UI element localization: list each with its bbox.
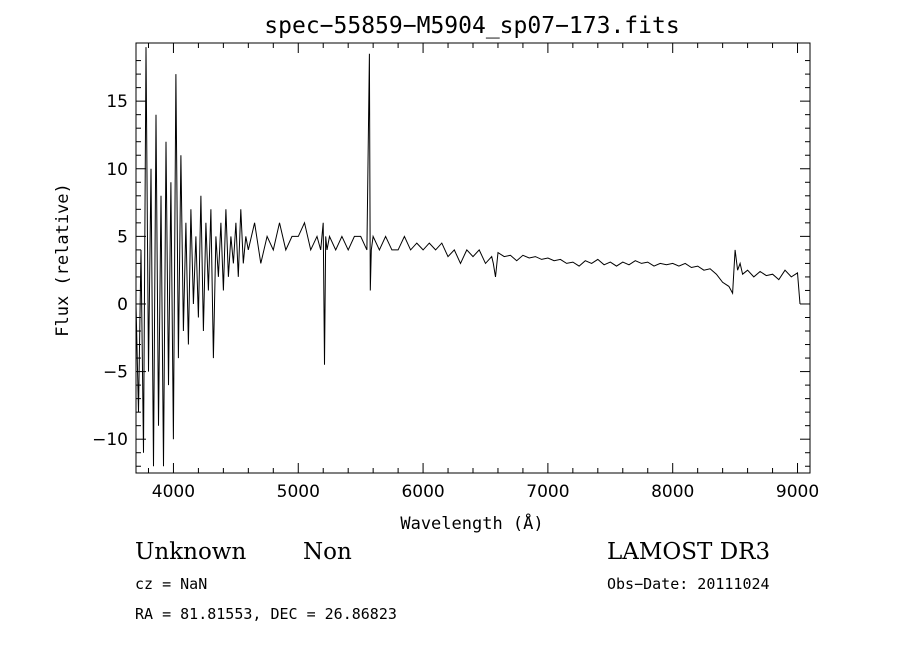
y-tick-label: 15: [106, 92, 128, 112]
chart-title: spec−55859−M5904_sp07−173.fits: [264, 13, 679, 39]
y-tick-label: −10: [92, 430, 128, 450]
x-tick-label: 6000: [401, 482, 444, 502]
redshift-value: cz = NaN: [135, 575, 207, 593]
x-tick-label: 5000: [277, 482, 320, 502]
object-class: Unknown: [135, 539, 246, 565]
x-tick-label: 8000: [651, 482, 694, 502]
y-tick-label: 5: [117, 227, 128, 247]
x-tick-label: 7000: [526, 482, 569, 502]
x-tick-label: 9000: [776, 482, 819, 502]
y-tick-label: −5: [103, 363, 128, 383]
coordinates: RA = 81.81553, DEC = 26.86823: [135, 605, 397, 623]
series-layer: [136, 47, 801, 467]
x-axis-label: Wavelength (Å): [400, 512, 543, 534]
y-tick-label: 10: [106, 160, 128, 180]
spectrum-line: [136, 47, 801, 467]
tick-labels: 4000 5000 6000 7000 8000 9000 −10 −5 0 5 10 15: [92, 92, 819, 502]
y-axis-label: Flux (relative): [53, 183, 73, 337]
survey-name: LAMOST DR3: [607, 539, 770, 565]
observation-date: Obs−Date: 20111024: [607, 575, 770, 593]
y-tick-label: 0: [117, 295, 128, 315]
object-subclass: Non: [303, 539, 352, 565]
x-tick-label: 4000: [152, 482, 195, 502]
